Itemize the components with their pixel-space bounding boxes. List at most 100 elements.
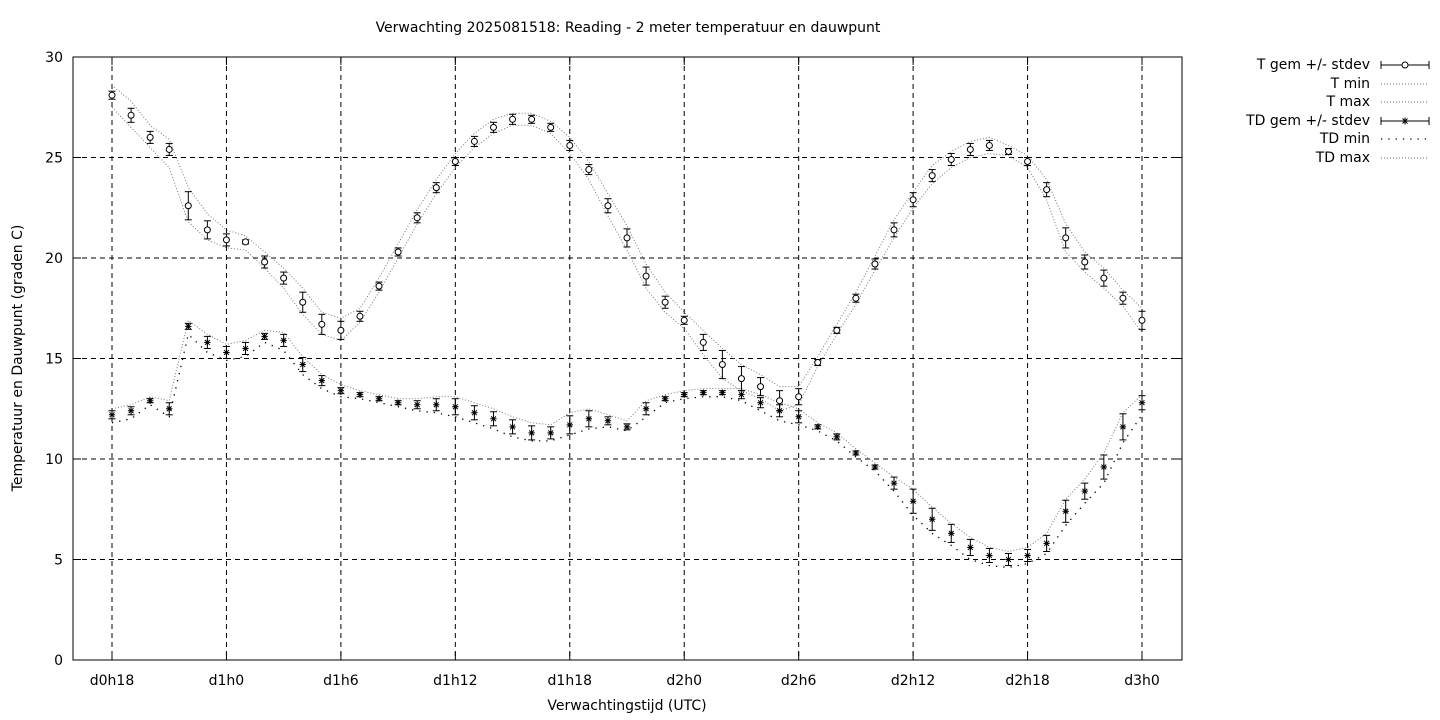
t-gem-point (337, 326, 345, 334)
td-gem-point (337, 387, 345, 394)
td-gem-point (318, 377, 326, 384)
x-tick-label: d2h18 (1005, 673, 1049, 689)
t-gem-point (1062, 234, 1070, 242)
legend-label: TD max (1315, 149, 1370, 166)
t-gem-point (928, 172, 936, 180)
t-gem-point (604, 202, 612, 210)
t-gem-point (833, 326, 841, 334)
td-gem-point (738, 391, 745, 398)
legend-label: TD min (1319, 131, 1370, 148)
td-gem-point (1100, 463, 1108, 471)
td-gem-point (108, 411, 116, 418)
t-gem-point (375, 282, 383, 290)
t-gem-point (985, 141, 993, 149)
legend-swatch-dotted (1381, 157, 1429, 159)
tick-layer: 0 5 10 15 20 25 30 d0h18 d1h0 d1h6 d1h12 d1h18 d2h0 d… (45, 50, 1182, 689)
x-tick-label: d1h0 (209, 673, 245, 689)
t-gem-point (718, 361, 726, 369)
t-gem-point (680, 316, 688, 324)
td-gem-point (452, 403, 459, 410)
t-gem-point (947, 156, 955, 164)
t-gem-point (1043, 186, 1051, 194)
td-gem-point (261, 333, 268, 340)
td-gem-point (719, 389, 726, 396)
td-gem-point (585, 415, 593, 422)
td-gem-point (204, 339, 211, 346)
td-gem-point (547, 429, 554, 437)
x-tick-label: d3h0 (1124, 673, 1160, 689)
t-gem-point (737, 375, 745, 383)
legend-label: T gem +/- stdev (1256, 57, 1370, 74)
t-gem-point (261, 258, 269, 266)
td-gem-point (986, 552, 993, 559)
td-gem-point (814, 423, 821, 431)
y-tick-label: 0 (54, 653, 63, 669)
td-gem-point (299, 361, 306, 368)
t-gem-point (184, 202, 192, 210)
series-line-td-min (111, 333, 1143, 569)
grid-layer (73, 57, 1182, 660)
td-gem-point (490, 415, 497, 422)
legend-swatch-errorbar-star (1380, 116, 1430, 125)
x-tick-label: d1h18 (548, 673, 592, 689)
td-gem-point (890, 479, 898, 487)
x-tick-label: d1h12 (433, 673, 477, 689)
td-gem-point (1005, 556, 1012, 563)
t-gem-point (299, 298, 307, 306)
t-gem-point (413, 214, 421, 222)
t-gem-point (699, 338, 707, 346)
y-tick-label: 25 (45, 151, 63, 167)
td-gem-point (394, 399, 402, 406)
td-gem-point (833, 433, 841, 441)
t-gem-point (776, 397, 784, 405)
series-line-t-min (111, 106, 1143, 412)
legend-swatch-dotted-coarse (1381, 138, 1429, 140)
td-gem-point (509, 423, 516, 431)
td-gem-point (661, 395, 669, 402)
legend-label: T min (1330, 75, 1370, 92)
t-gem-point (909, 196, 917, 204)
t-gem-point (451, 158, 459, 166)
t-gem-point (795, 393, 803, 401)
y-axis-label: Temperatuur en Dauwpunt (graden C) (10, 224, 26, 492)
t-gem-point (566, 141, 574, 149)
td-gem-point (223, 349, 230, 356)
td-gem-point (280, 337, 287, 344)
t-gem-point (623, 234, 631, 242)
td-gem-point (146, 397, 154, 404)
t-gem-point (318, 320, 326, 328)
t-gem-point (871, 260, 879, 268)
t-gem-point (966, 145, 974, 153)
t-gem-point (1004, 147, 1012, 155)
td-gem-point (375, 395, 383, 402)
y-tick-label: 15 (45, 352, 63, 368)
td-gem-point (681, 391, 688, 398)
t-gem-point (394, 248, 402, 256)
td-gem-point (356, 391, 364, 398)
td-gem-point (1081, 487, 1088, 495)
x-tick-label: d0h18 (90, 673, 134, 689)
td-gem-point (852, 449, 860, 457)
t-gem-point (814, 359, 822, 367)
td-gem-point (185, 323, 192, 330)
t-gem-point (356, 312, 364, 320)
td-gem-point (127, 407, 135, 414)
t-gem-point (547, 123, 555, 131)
t-gem-point (222, 236, 230, 244)
td-gem-point (242, 345, 249, 352)
t-gem-point (127, 111, 135, 119)
td-gem-point (776, 407, 783, 414)
td-gem-point (413, 401, 421, 408)
legend-item-td-min: TD min (1180, 130, 1430, 149)
y-tick-label: 5 (54, 553, 63, 569)
td-gem-point (1119, 423, 1127, 431)
td-gem-point (909, 498, 917, 505)
td-gem-point (166, 405, 173, 412)
legend-item-t-gem: T gem +/- stdev (1180, 56, 1430, 75)
t-gem-point (585, 166, 593, 174)
t-gem-point (280, 274, 288, 282)
t-gem-point (242, 238, 250, 246)
t-gem-point (890, 226, 898, 234)
t-gem-point (489, 123, 497, 131)
